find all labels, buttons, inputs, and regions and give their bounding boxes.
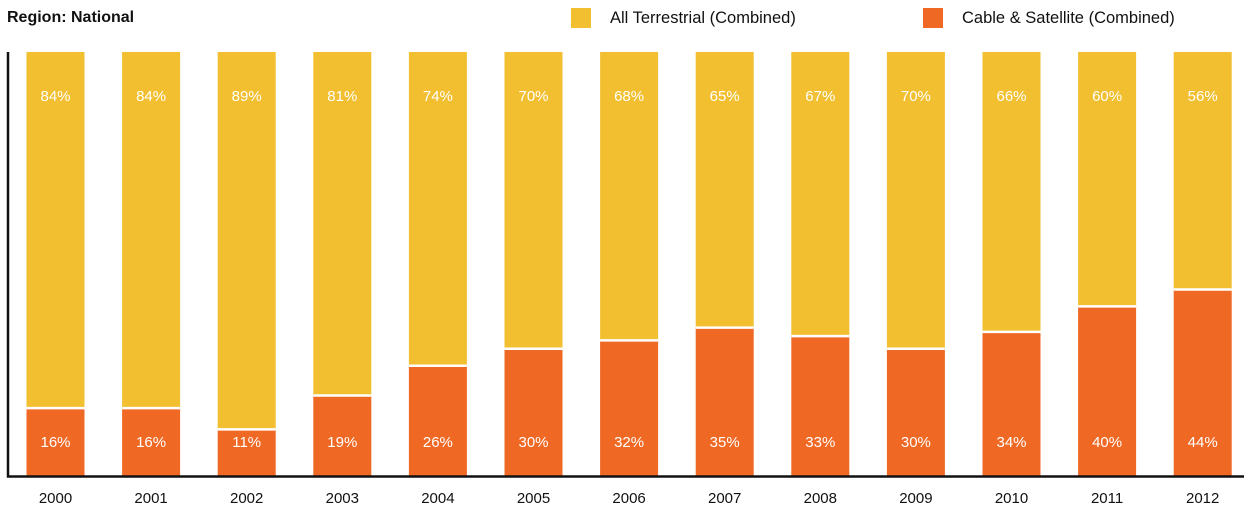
x-tick-label-2011: 2011: [1091, 490, 1123, 507]
x-tick-label-2007: 2007: [708, 490, 741, 507]
bar-cable-2002: [217, 429, 276, 476]
bar-terrestrial-2000: [26, 52, 85, 409]
bar-terrestrial-2011: [1078, 52, 1137, 307]
bar-cable-2007: [695, 327, 754, 476]
data-label-cable-2012: 44%: [1188, 434, 1218, 451]
x-tick-label-2010: 2010: [995, 490, 1028, 507]
x-tick-label-2006: 2006: [612, 490, 645, 507]
bar-terrestrial-2009: [886, 52, 945, 349]
bar-terrestrial-2008: [791, 52, 850, 337]
legend-label-cable: Cable & Satellite (Combined): [962, 8, 1175, 27]
legend-item-terrestrial[interactable]: All Terrestrial (Combined): [571, 8, 796, 28]
legend-item-cable[interactable]: Cable & Satellite (Combined): [923, 8, 1175, 28]
x-tick-label-2000: 2000: [39, 490, 72, 507]
bar-cable-2012: [1173, 289, 1232, 476]
x-tick-label-2004: 2004: [421, 490, 454, 507]
legend-swatch-cable: [923, 8, 943, 28]
data-label-terrestrial-2006: 68%: [614, 88, 644, 105]
bar-terrestrial-2003: [313, 52, 372, 396]
legend-label-terrestrial: All Terrestrial (Combined): [610, 8, 796, 27]
data-label-terrestrial-2004: 74%: [423, 88, 453, 105]
bar-cable-2003: [313, 395, 372, 476]
data-label-cable-2011: 40%: [1092, 434, 1122, 451]
bar-cable-2009: [886, 348, 945, 476]
data-label-terrestrial-2002: 89%: [232, 88, 262, 105]
data-label-cable-2002: 11%: [232, 434, 261, 451]
x-tick-label-2005: 2005: [517, 490, 550, 507]
bar-cable-2010: [982, 331, 1041, 476]
data-label-terrestrial-2010: 66%: [996, 88, 1026, 105]
data-label-cable-2007: 35%: [710, 434, 740, 451]
bar-cable-2000: [26, 408, 85, 476]
bar-terrestrial-2006: [600, 52, 659, 341]
x-tick-label-2002: 2002: [230, 490, 263, 507]
bar-cable-2001: [122, 408, 181, 476]
data-label-cable-2000: 16%: [40, 434, 70, 451]
data-label-cable-2003: 19%: [327, 434, 357, 451]
data-label-terrestrial-2005: 70%: [518, 88, 548, 105]
data-label-cable-2004: 26%: [423, 434, 453, 451]
data-label-terrestrial-2009: 70%: [901, 88, 931, 105]
data-label-cable-2009: 30%: [901, 434, 931, 451]
data-label-cable-2008: 33%: [805, 434, 835, 451]
data-label-terrestrial-2012: 56%: [1188, 88, 1218, 105]
x-tick-label-2003: 2003: [326, 490, 359, 507]
x-tick-label-2001: 2001: [134, 490, 167, 507]
bar-cable-2008: [791, 336, 850, 476]
data-label-cable-2006: 32%: [614, 434, 644, 451]
bar-terrestrial-2002: [217, 52, 276, 430]
data-label-cable-2010: 34%: [996, 434, 1026, 451]
bar-cable-2011: [1078, 306, 1137, 476]
data-label-terrestrial-2001: 84%: [136, 88, 166, 105]
x-tick-label-2008: 2008: [804, 490, 837, 507]
data-label-terrestrial-2008: 67%: [805, 88, 835, 105]
bar-cable-2004: [408, 365, 467, 476]
bar-terrestrial-2012: [1173, 52, 1232, 290]
bar-terrestrial-2004: [408, 52, 467, 366]
data-label-terrestrial-2011: 60%: [1092, 88, 1122, 105]
bar-cable-2005: [504, 348, 563, 476]
region-label: Region: National: [7, 9, 135, 26]
legend-swatch-terrestrial: [571, 8, 591, 28]
x-tick-label-2009: 2009: [899, 490, 932, 507]
data-label-cable-2005: 30%: [518, 434, 548, 451]
bar-cable-2006: [600, 340, 659, 476]
bar-terrestrial-2007: [695, 52, 754, 328]
x-tick-label-2012: 2012: [1186, 490, 1219, 507]
bar-terrestrial-2010: [982, 52, 1041, 332]
bar-terrestrial-2005: [504, 52, 563, 349]
data-label-cable-2001: 16%: [136, 434, 166, 451]
data-label-terrestrial-2007: 65%: [710, 88, 740, 105]
data-label-terrestrial-2003: 81%: [327, 88, 357, 105]
data-label-terrestrial-2000: 84%: [40, 88, 70, 105]
bar-terrestrial-2001: [122, 52, 181, 409]
